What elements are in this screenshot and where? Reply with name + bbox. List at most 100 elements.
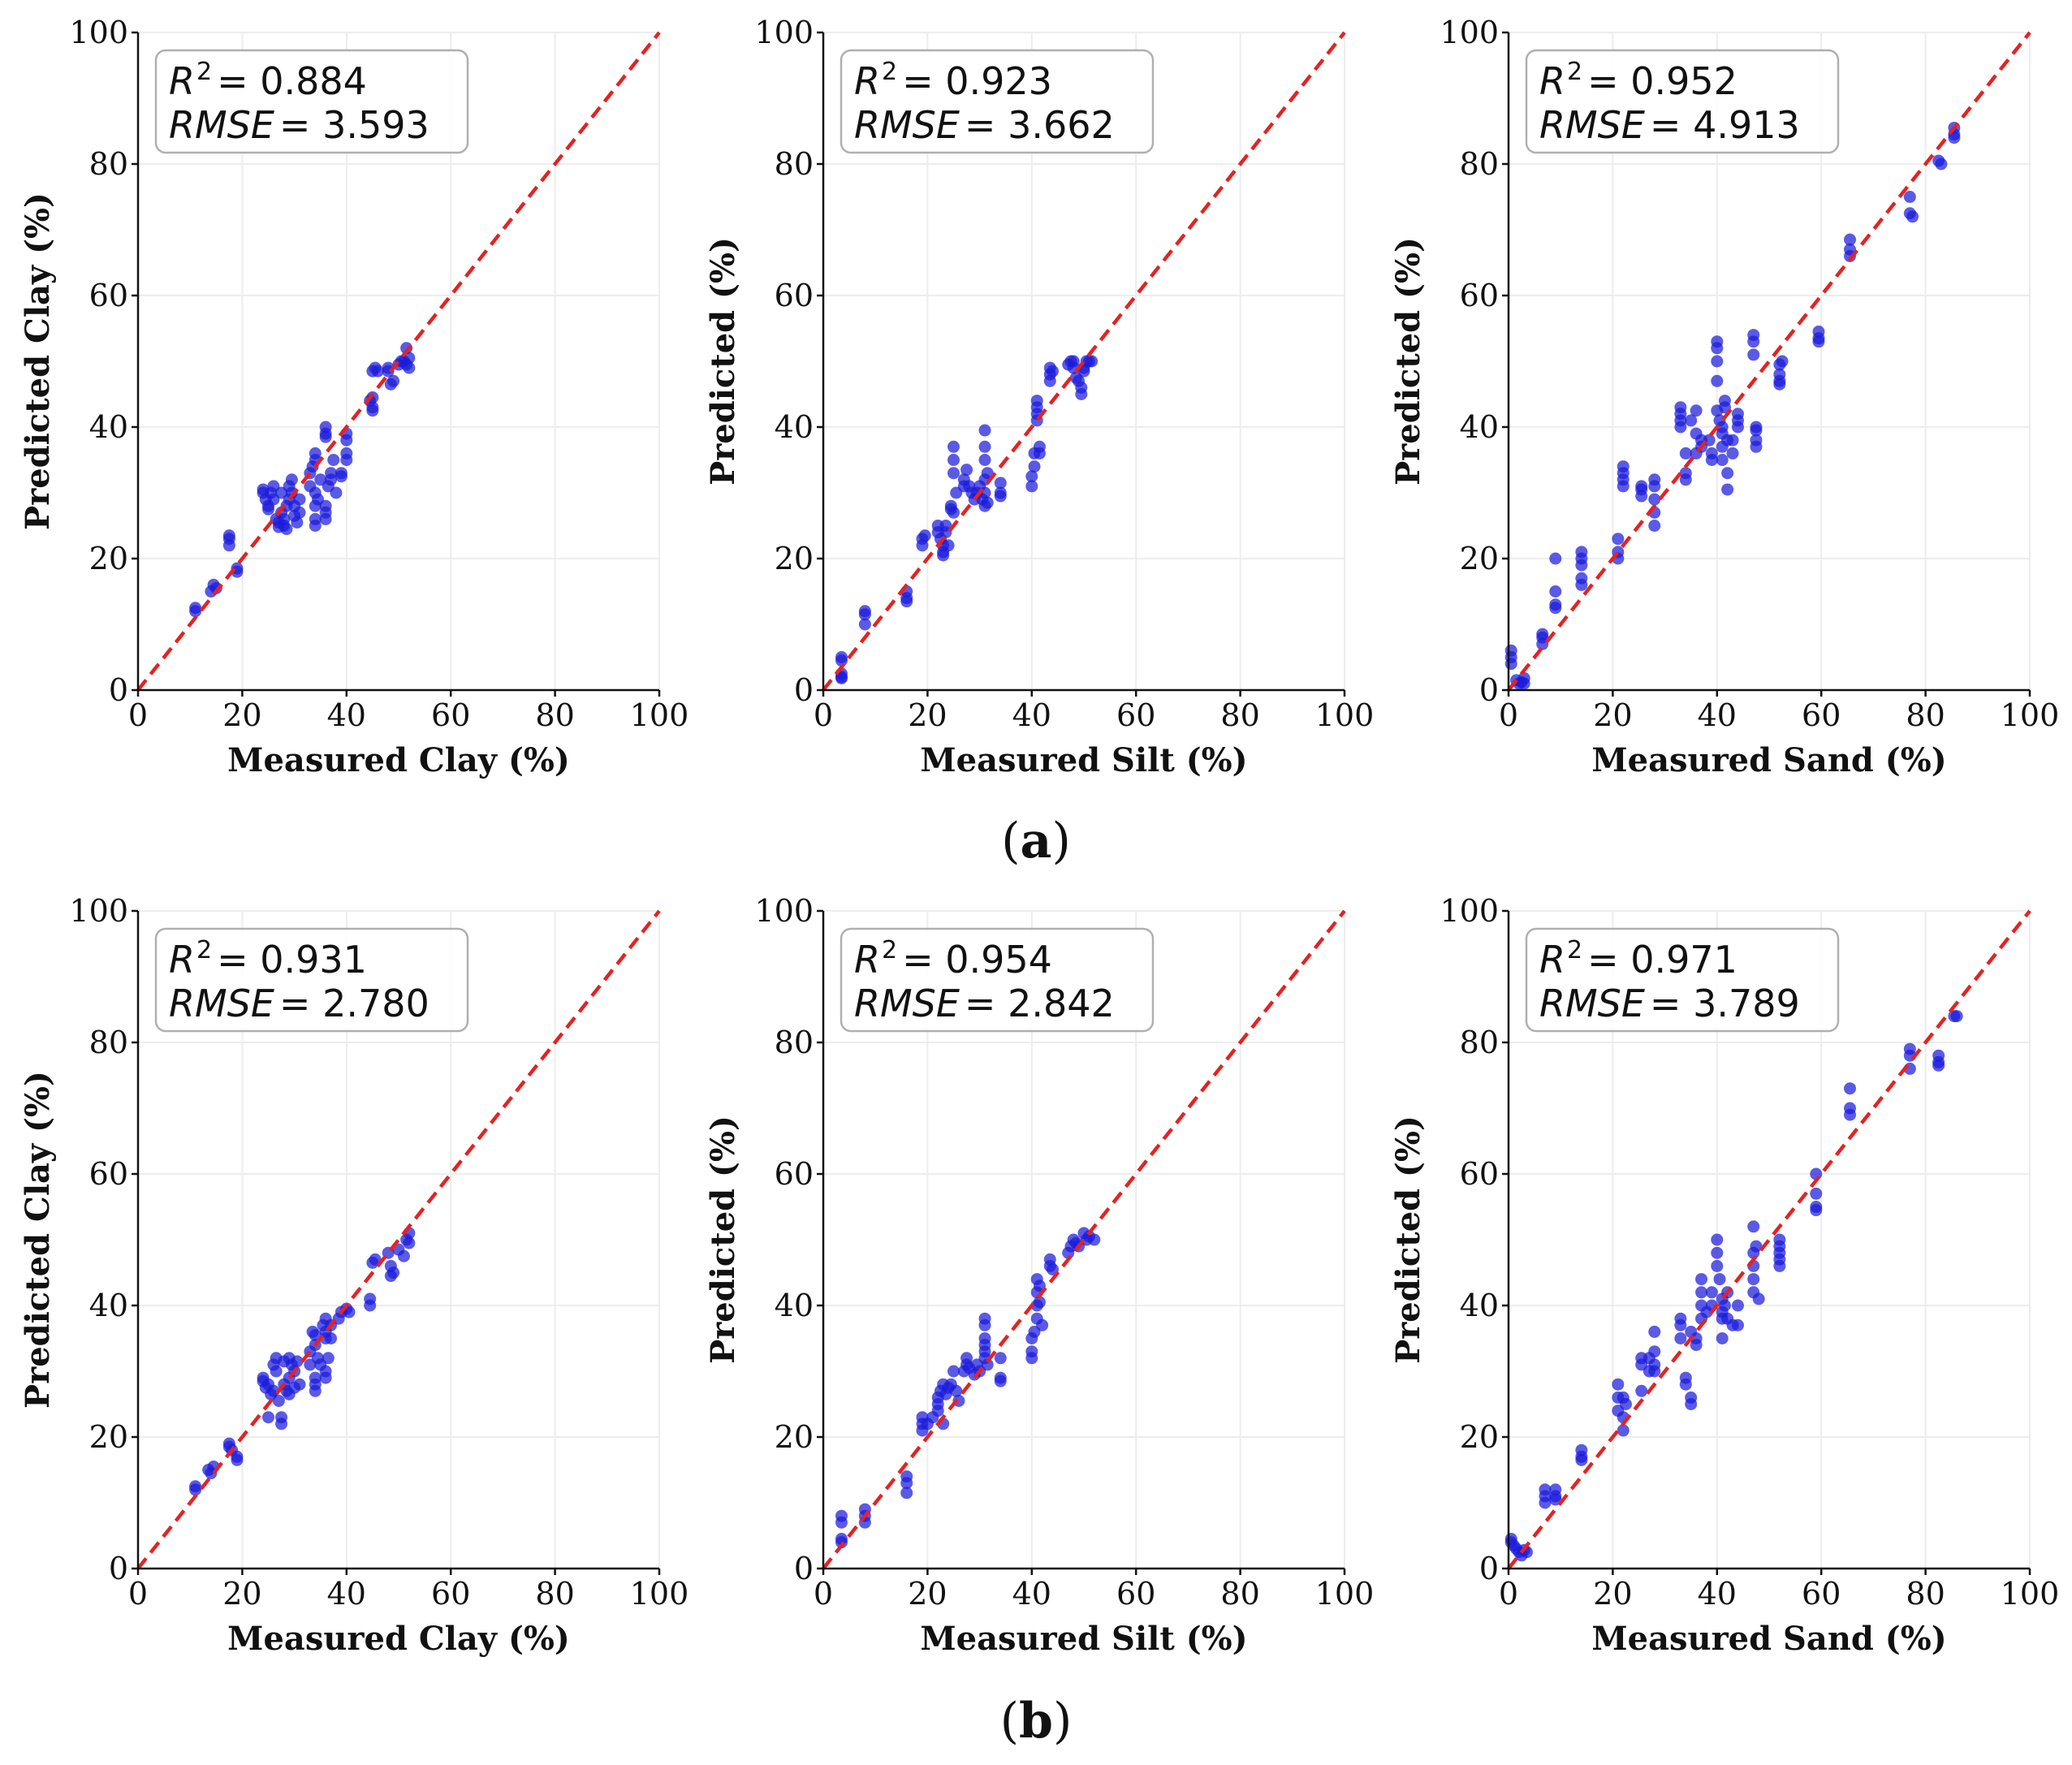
- chart-4-point: [403, 1236, 416, 1249]
- chart-3-point: [1948, 132, 1961, 145]
- chart-2-reference-line: [822, 31, 1346, 692]
- chart-2-points: [835, 355, 1099, 684]
- chart-4-x-tick-label: 60: [431, 1576, 470, 1612]
- chart-4-y-label: Predicted Clay (%): [19, 1071, 57, 1409]
- chart-1-point: [340, 434, 353, 447]
- chart-1-x-label: Measured Clay (%): [227, 741, 570, 779]
- chart-4-y-tick-label: 80: [89, 1025, 128, 1060]
- chart-4-stats-box: [154, 927, 469, 1033]
- chart-4-x-tick-label: 0: [128, 1576, 148, 1612]
- chart-5-r2-value: = 0.954: [902, 938, 1052, 982]
- chart-4-point: [293, 1378, 306, 1391]
- panel-label-b: (b): [1000, 1693, 1073, 1750]
- chart-2-r2-symbol: R: [854, 59, 880, 103]
- chart-6-point: [1950, 1010, 1963, 1023]
- chart-2-y-label: Predicted (%): [704, 237, 742, 485]
- chart-1-point: [387, 374, 400, 387]
- chart-2: 0 20 40 60 80 100 0 20 40 60 80 100 Measured Silt (%…: [704, 15, 1374, 779]
- chart-6-point: [1679, 1371, 1692, 1384]
- chart-6-point: [1747, 1220, 1760, 1233]
- chart-6-x-tick-label: 100: [2001, 1576, 2060, 1612]
- chart-3-point: [1617, 480, 1630, 493]
- chart-5-y-tick-label: 60: [775, 1156, 814, 1192]
- chart-3-point: [1731, 414, 1744, 427]
- chart-3-y-tick-label: 40: [1460, 409, 1499, 445]
- chart-6-r2-text: R2 = 0.971: [1539, 936, 1737, 982]
- chart-6-point: [1773, 1233, 1786, 1246]
- chart-1-x-tick-label: 20: [222, 697, 261, 733]
- chart-3-point: [1612, 533, 1625, 546]
- chart-4-point: [397, 1249, 410, 1262]
- chart-2-rmse-symbol: RMSE: [854, 103, 960, 147]
- chart-1-y-label: Predicted Clay (%): [19, 192, 57, 530]
- chart-5-x-tick-label: 60: [1116, 1576, 1155, 1612]
- chart-6-point: [1695, 1273, 1708, 1286]
- chart-6-x-tick-label: 80: [1906, 1576, 1945, 1612]
- chart-4-points: [189, 1227, 416, 1496]
- chart-2-point: [960, 464, 973, 477]
- chart-2-r2-text: R2 = 0.923: [854, 58, 1052, 103]
- chart-3-point: [1536, 628, 1549, 641]
- chart-6-point: [1750, 1240, 1763, 1253]
- chart-6-point: [1674, 1332, 1687, 1344]
- chart-1-y-tick-label: 0: [109, 672, 128, 708]
- chart-3-point: [1906, 210, 1919, 223]
- chart-1-x-tick-label: 60: [431, 697, 470, 733]
- chart-3-y-tick-label: 100: [1440, 15, 1499, 50]
- chart-3-point: [1617, 460, 1630, 473]
- chart-5-rmse-symbol: RMSE: [854, 982, 960, 1025]
- chart-5-point: [950, 1384, 963, 1397]
- chart-3-point: [1726, 447, 1739, 460]
- chart-2-stats-box: [840, 49, 1155, 154]
- chart-3-point: [1648, 493, 1661, 506]
- chart-3-point: [1711, 355, 1724, 368]
- chart-1-point: [371, 365, 384, 378]
- chart-4-y-tick-label: 40: [89, 1288, 128, 1323]
- chart-2-y-tick-label: 0: [794, 672, 814, 708]
- chart-6-point: [1648, 1365, 1661, 1378]
- chart-5-stats-box: [840, 927, 1155, 1033]
- chart-1-r2-symbol: R: [169, 59, 195, 103]
- chart-3-point: [1903, 191, 1916, 203]
- chart-5-x-tick-label: 40: [1012, 1576, 1051, 1612]
- chart-3-point: [1705, 447, 1718, 460]
- chart-4-r2-value: = 0.931: [217, 938, 367, 982]
- chart-2-rmse-value: = 3.662: [965, 103, 1115, 147]
- chart-3-point: [1690, 404, 1703, 417]
- chart-1-point: [280, 523, 293, 536]
- chart-2-point: [978, 424, 991, 437]
- chart-3-point: [1747, 329, 1760, 342]
- chart-3-point: [1685, 414, 1698, 427]
- chart-1-point: [319, 512, 332, 525]
- chart-2-y-tick-label: 80: [775, 146, 814, 182]
- chart-5-point: [994, 1352, 1007, 1365]
- chart-3-r2-text: R2 = 0.952: [1539, 58, 1737, 103]
- chart-6-x-tick-label: 20: [1593, 1576, 1632, 1612]
- chart-1-point: [293, 506, 306, 519]
- chart-1-point: [189, 605, 202, 618]
- chart-4-point: [262, 1411, 274, 1424]
- chart-1-point: [403, 352, 416, 365]
- chart-1-r2-text: R2 = 0.884: [169, 58, 367, 103]
- chart-3-r2-value: = 0.952: [1587, 59, 1737, 103]
- chart-2-x-tick-label: 0: [814, 697, 833, 733]
- chart-1-stats-box: [154, 49, 469, 154]
- chart-6-point: [1731, 1299, 1744, 1312]
- chart-6-x-tick-label: 40: [1698, 1576, 1737, 1612]
- chart-3-x-tick-label: 60: [1802, 697, 1841, 733]
- chart-5-x-tick-label: 0: [814, 1576, 833, 1612]
- chart-2-y-tick-label: 60: [775, 278, 814, 313]
- chart-5-point: [900, 1477, 913, 1490]
- chart-6-point: [1690, 1332, 1703, 1344]
- chart-3-x-tick-label: 0: [1499, 697, 1518, 733]
- chart-6-point: [1810, 1187, 1823, 1200]
- chart-3-reference-line: [1507, 31, 2031, 692]
- chart-1-point: [285, 473, 298, 486]
- chart-2-point: [900, 595, 913, 608]
- chart-6-y-tick-label: 60: [1460, 1156, 1499, 1192]
- chart-5-reference-line: [822, 909, 1346, 1570]
- chart-3-point: [1711, 342, 1724, 355]
- chart-5-x-label: Measured Silt (%): [920, 1620, 1247, 1658]
- chart-5-y-tick-label: 0: [794, 1551, 814, 1586]
